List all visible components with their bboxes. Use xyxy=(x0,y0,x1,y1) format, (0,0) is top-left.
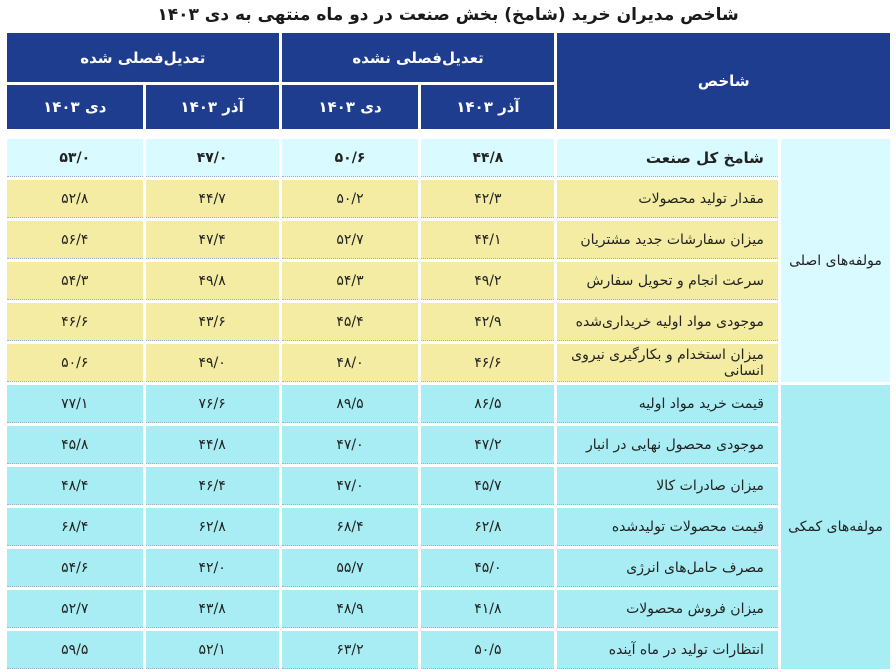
adjusted-prev-month-header: آذر ۱۴۰۳ xyxy=(145,85,279,129)
value-cell: ۴۶/۶ xyxy=(421,344,555,382)
value-cell: ۴۸/۹ xyxy=(281,590,419,628)
row-label: انتظارات تولید در ماه آینده xyxy=(557,631,778,669)
value-cell: ۵۴/۳ xyxy=(7,262,143,300)
value-cell: ۴۲/۹ xyxy=(421,303,555,341)
value-cell: ۴۹/۰ xyxy=(145,344,279,382)
row-label: سرعت انجام و تحویل سفارش xyxy=(557,262,778,300)
value-cell: ۴۴/۸ xyxy=(421,139,555,177)
table-row: میزان صادرات کالا ۴۵/۷ ۴۷/۰ ۴۶/۴ ۴۸/۴ xyxy=(7,467,890,505)
value-cell: ۵۰/۵ xyxy=(421,631,555,669)
non-adjusted-prev-month-header: آذر ۱۴۰۳ xyxy=(421,85,555,129)
value-cell: ۴۵/۰ xyxy=(421,549,555,587)
indicator-header: شاخص xyxy=(557,33,890,129)
non-adjusted-curr-month-header: دی ۱۴۰۳ xyxy=(281,85,419,129)
row-label: موجودی محصول نهایی در انبار xyxy=(557,426,778,464)
value-cell: ۵۰/۲ xyxy=(281,180,419,218)
value-cell: ۷۶/۶ xyxy=(145,385,279,423)
pmi-table: شاخص تعدیل‌فصلی نشده تعدیل‌فصلی شده آذر … xyxy=(4,30,893,672)
table-row: مولفه‌های کمکی قیمت خرید مواد اولیه ۸۶/۵… xyxy=(7,385,890,669)
value-cell: ۴۳/۸ xyxy=(145,590,279,628)
value-cell: ۴۷/۰ xyxy=(281,426,419,464)
row-label: میزان استخدام و بکارگیری نیروی انسانی xyxy=(557,344,778,382)
row-label: میزان فروش محصولات xyxy=(557,590,778,628)
row-label: مقدار تولید محصولات xyxy=(557,180,778,218)
table-row: مولفه‌های اصلی شامخ کل صنعت ۴۴/۸ ۵۰/۶ ۴۷… xyxy=(7,139,890,382)
table-row: سرعت انجام و تحویل سفارش ۴۹/۲ ۵۴/۳ ۴۹/۸ … xyxy=(7,262,890,300)
value-cell: ۴۲/۰ xyxy=(145,549,279,587)
value-cell: ۸۹/۵ xyxy=(281,385,419,423)
value-cell: ۴۸/۴ xyxy=(7,467,143,505)
table-body: مولفه‌های اصلی شامخ کل صنعت ۴۴/۸ ۵۰/۶ ۴۷… xyxy=(7,132,890,669)
adjusted-header: تعدیل‌فصلی شده xyxy=(7,33,279,82)
value-cell: ۵۰/۶ xyxy=(281,139,419,177)
value-cell: ۶۲/۸ xyxy=(421,508,555,546)
value-cell: ۴۴/۱ xyxy=(421,221,555,259)
adjusted-curr-month-header: دی ۱۴۰۳ xyxy=(7,85,143,129)
table-row: میزان استخدام و بکارگیری نیروی انسانی ۴۶… xyxy=(7,344,890,382)
value-cell: ۴۶/۶ xyxy=(7,303,143,341)
value-cell: ۴۵/۴ xyxy=(281,303,419,341)
value-cell: ۴۱/۸ xyxy=(421,590,555,628)
value-cell: ۶۸/۴ xyxy=(7,508,143,546)
table-header: شاخص تعدیل‌فصلی نشده تعدیل‌فصلی شده آذر … xyxy=(7,33,890,129)
page-title: شاخص مدیران خرید (شامخ) بخش صنعت در دو م… xyxy=(157,5,739,25)
row-label: موجودی مواد اولیه خریداری‌شده xyxy=(557,303,778,341)
row-label: قیمت خرید مواد اولیه xyxy=(557,385,778,423)
value-cell: ۴۴/۸ xyxy=(145,426,279,464)
table-row: میزان فروش محصولات ۴۱/۸ ۴۸/۹ ۴۳/۸ ۵۲/۷ xyxy=(7,590,890,628)
table-row: مقدار تولید محصولات ۴۲/۳ ۵۰/۲ ۴۴/۷ ۵۲/۸ xyxy=(7,180,890,218)
value-cell: ۴۶/۴ xyxy=(145,467,279,505)
value-cell: ۴۷/۴ xyxy=(145,221,279,259)
row-label: شامخ کل صنعت xyxy=(557,139,778,177)
table-row: مصرف حامل‌های انرژی ۴۵/۰ ۵۵/۷ ۴۲/۰ ۵۴/۶ xyxy=(7,549,890,587)
table-row: انتظارات تولید در ماه آینده ۵۰/۵ ۶۳/۲ ۵۲… xyxy=(7,631,890,669)
value-cell: ۵۲/۱ xyxy=(145,631,279,669)
value-cell: ۴۵/۸ xyxy=(7,426,143,464)
value-cell: ۴۹/۸ xyxy=(145,262,279,300)
table-row: موجودی محصول نهایی در انبار ۴۷/۲ ۴۷/۰ ۴۴… xyxy=(7,426,890,464)
value-cell: ۶۸/۴ xyxy=(281,508,419,546)
value-cell: ۴۵/۷ xyxy=(421,467,555,505)
table-row: میزان سفارشات جدید مشتریان ۴۴/۱ ۵۲/۷ ۴۷/… xyxy=(7,221,890,259)
value-cell: ۴۸/۰ xyxy=(281,344,419,382)
value-cell: ۴۷/۰ xyxy=(281,467,419,505)
value-cell: ۵۳/۰ xyxy=(7,139,143,177)
value-cell: ۴۳/۶ xyxy=(145,303,279,341)
value-cell: ۶۳/۲ xyxy=(281,631,419,669)
row-label: میزان صادرات کالا xyxy=(557,467,778,505)
table-row: موجودی مواد اولیه خریداری‌شده ۴۲/۹ ۴۵/۴ … xyxy=(7,303,890,341)
value-cell: ۴۴/۷ xyxy=(145,180,279,218)
value-cell: ۵۶/۴ xyxy=(7,221,143,259)
value-cell: ۴۲/۳ xyxy=(421,180,555,218)
row-label: قیمت محصولات تولیدشده xyxy=(557,508,778,546)
value-cell: ۵۲/۷ xyxy=(281,221,419,259)
value-cell: ۴۹/۲ xyxy=(421,262,555,300)
value-cell: ۴۷/۲ xyxy=(421,426,555,464)
row-label: مصرف حامل‌های انرژی xyxy=(557,549,778,587)
row-label: میزان سفارشات جدید مشتریان xyxy=(557,221,778,259)
non-adjusted-header: تعدیل‌فصلی نشده xyxy=(281,33,555,82)
value-cell: ۵۴/۳ xyxy=(281,262,419,300)
group-label-main: مولفه‌های اصلی xyxy=(780,139,890,382)
value-cell: ۵۰/۶ xyxy=(7,344,143,382)
value-cell: ۵۲/۷ xyxy=(7,590,143,628)
table-row: قیمت محصولات تولیدشده ۶۲/۸ ۶۸/۴ ۶۲/۸ ۶۸/… xyxy=(7,508,890,546)
value-cell: ۴۷/۰ xyxy=(145,139,279,177)
value-cell: ۸۶/۵ xyxy=(421,385,555,423)
value-cell: ۷۷/۱ xyxy=(7,385,143,423)
value-cell: ۶۲/۸ xyxy=(145,508,279,546)
group-label-aux: مولفه‌های کمکی xyxy=(780,385,890,669)
value-cell: ۵۲/۸ xyxy=(7,180,143,218)
value-cell: ۵۴/۶ xyxy=(7,549,143,587)
value-cell: ۵۵/۷ xyxy=(281,549,419,587)
value-cell: ۵۹/۵ xyxy=(7,631,143,669)
